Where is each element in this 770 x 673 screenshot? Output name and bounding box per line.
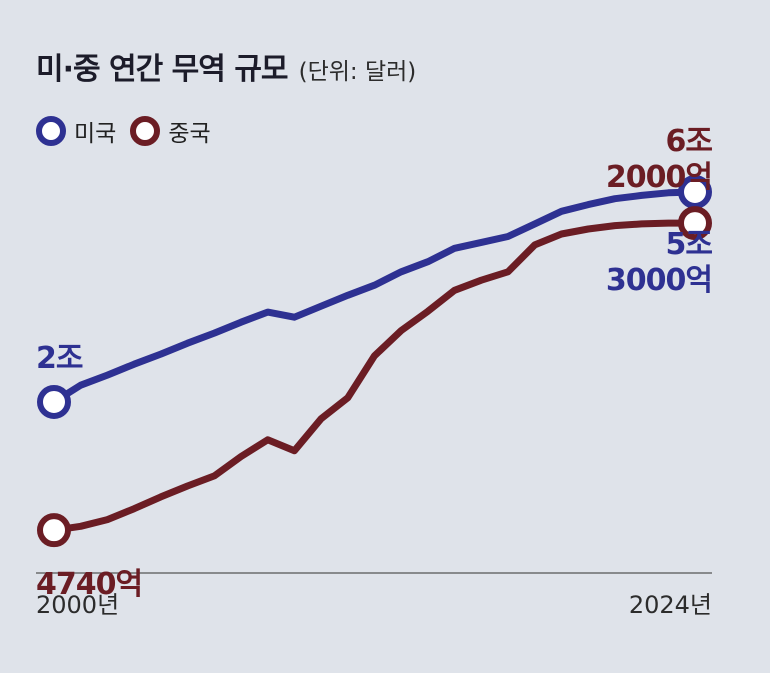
series-line-us <box>50 188 699 406</box>
chart-subtitle: (단위: 달러) <box>298 59 417 85</box>
title-row: 미·중 연간 무역 규모 (단위: 달러) <box>36 44 416 88</box>
data-label-us-start: 2조 <box>36 341 83 376</box>
point-china-2024 <box>678 206 712 241</box>
series-line-china <box>50 219 699 534</box>
chart-title: 미·중 연간 무역 규모 <box>36 52 289 87</box>
legend-dot-icon <box>36 116 66 146</box>
legend-item-us: 미국 <box>36 114 116 148</box>
data-label-us-end-line1: 5조 <box>666 227 713 262</box>
legend-dot-icon <box>130 116 161 146</box>
point-china-2000 <box>37 513 71 548</box>
point-us-2000 <box>37 385 71 419</box>
data-label-china-start: 4740억 <box>36 567 142 602</box>
legend-label-us: 미국 <box>74 121 117 147</box>
legend-item-cn: 중국 <box>130 114 211 148</box>
data-label-china-end-line2: 2000억 <box>606 160 712 195</box>
legend: 미국 중국 <box>36 114 225 148</box>
legend-label-cn: 중국 <box>168 121 211 147</box>
data-label-us-end-line2: 3000억 <box>606 263 712 298</box>
x-tick-label-end: 2024년 <box>629 591 712 619</box>
x-tick-label-start: 2000년 <box>36 591 119 619</box>
point-us-2024 <box>678 175 712 209</box>
data-label-china-end-line1: 6조 <box>666 124 713 159</box>
